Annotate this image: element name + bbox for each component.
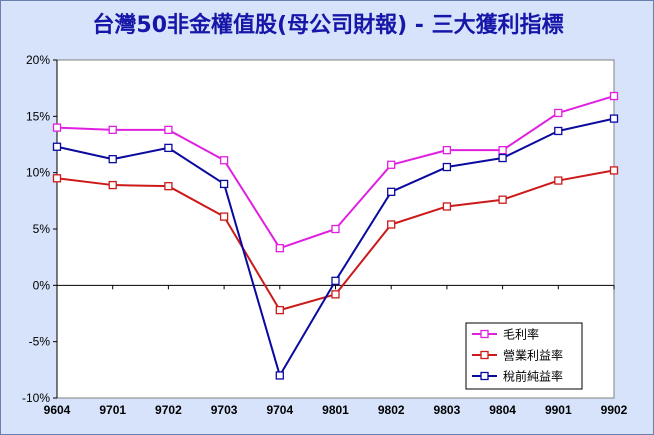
data-point (275, 244, 284, 253)
data-point (219, 156, 229, 165)
data-point (442, 202, 452, 211)
data-point (609, 91, 619, 101)
x-tick-label: 9604 (44, 403, 71, 417)
legend-entry-label: 毛利率 (503, 327, 539, 342)
data-point (554, 108, 563, 118)
data-point (609, 166, 619, 175)
data-point (331, 276, 340, 285)
data-point (108, 125, 117, 135)
legend-swatch-marker (480, 329, 489, 339)
x-tick-label: 9804 (489, 403, 516, 417)
series-layer (52, 91, 619, 380)
chart-title: 台灣50非金權值股(母公司財報) - 三大獲利指標 (92, 12, 563, 38)
x-tick-label: 9801 (322, 403, 349, 417)
data-point (331, 224, 340, 234)
data-point (498, 145, 507, 155)
data-point (387, 187, 396, 196)
x-tick-label: 9702 (155, 403, 182, 417)
data-point (164, 143, 173, 153)
x-tick-label: 9802 (378, 403, 405, 417)
data-point (108, 180, 117, 190)
x-tick-label: 9803 (434, 403, 461, 417)
data-point (52, 123, 62, 132)
legend-entry-label: 營業利益率 (503, 348, 563, 363)
y-tick-label: 0% (33, 278, 51, 292)
data-point (498, 153, 507, 163)
x-tick-label: 9703 (211, 403, 238, 417)
data-point (52, 174, 62, 183)
axes-layer: -10% -5% 0% 5% 10% 15% 20% 9604 9701 9702 9703 9704… (22, 53, 628, 417)
legend-swatch-marker (480, 350, 489, 360)
x-tick-label: 9701 (99, 403, 126, 417)
legend-entry-label: 稅前純益率 (503, 369, 563, 384)
y-tick-label: 10% (26, 166, 50, 180)
data-point (442, 145, 452, 155)
data-point (52, 142, 62, 151)
series-2 (52, 166, 619, 315)
y-tick-label: -5% (29, 335, 51, 349)
legend-swatch-marker (480, 371, 489, 381)
y-tick-label: -10% (22, 391, 50, 405)
data-point (387, 160, 396, 169)
data-point (275, 371, 284, 380)
data-point (442, 162, 452, 172)
data-point (219, 212, 229, 221)
data-point (219, 179, 229, 189)
data-point (331, 290, 340, 299)
y-tick-label: 5% (33, 222, 51, 236)
x-tick-label: 9704 (266, 403, 293, 417)
data-point (554, 176, 563, 185)
data-point (164, 182, 173, 191)
data-point (609, 114, 619, 123)
x-tick-label: 9902 (601, 403, 628, 417)
data-point (108, 154, 117, 164)
x-tick-label: 9901 (545, 403, 572, 417)
data-point (554, 126, 563, 136)
data-point (164, 125, 173, 135)
series-1 (52, 91, 619, 253)
series-3 (52, 114, 619, 380)
y-tick-label: 15% (26, 109, 50, 123)
data-point (275, 305, 284, 315)
y-tick-label: 20% (26, 53, 50, 67)
data-point (387, 220, 396, 229)
data-point (498, 195, 507, 204)
